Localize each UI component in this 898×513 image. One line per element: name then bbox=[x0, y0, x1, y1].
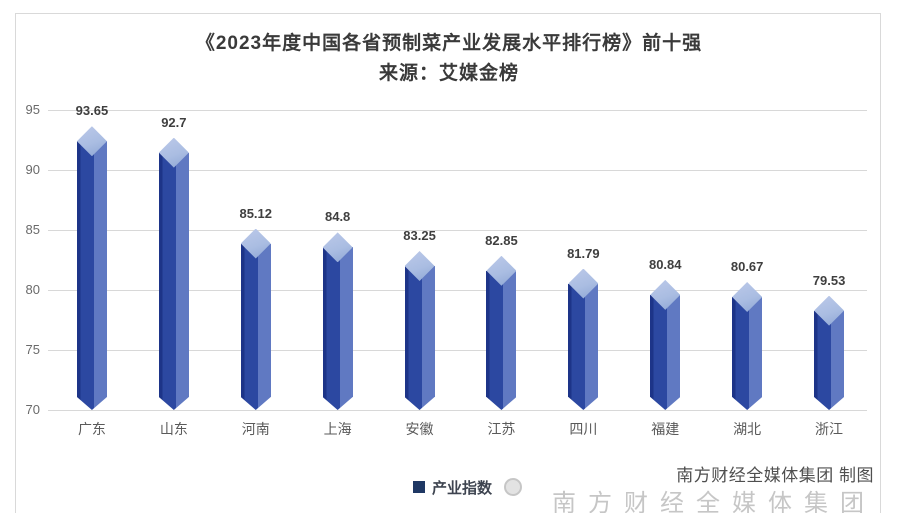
watermark-logo-icon bbox=[504, 478, 522, 496]
category-label: 安徽 bbox=[405, 421, 434, 437]
bar-body bbox=[732, 296, 763, 397]
bar-bottom-tip bbox=[568, 396, 599, 410]
gridline bbox=[48, 349, 867, 351]
category-label: 山东 bbox=[159, 421, 188, 437]
category-label: 浙江 bbox=[815, 421, 844, 437]
y-tick-label: 70 bbox=[25, 402, 40, 417]
bar-body bbox=[322, 247, 353, 397]
category-label: 湖北 bbox=[733, 421, 762, 437]
legend-label: 产业指数 bbox=[432, 479, 493, 497]
bar-bottom-tip bbox=[650, 396, 681, 410]
attribution-text: 南方财经全媒体集团 制图 bbox=[676, 466, 874, 485]
gridline bbox=[48, 169, 867, 171]
gridline bbox=[48, 109, 867, 111]
bar bbox=[76, 126, 107, 410]
bar-bottom-tip bbox=[732, 396, 763, 410]
category-label: 福建 bbox=[651, 421, 680, 437]
value-label: 83.25 bbox=[403, 228, 436, 243]
chart-title: 《2023年度中国各省预制菜产业发展水平排行榜》前十强 bbox=[195, 33, 703, 54]
category-label: 四川 bbox=[569, 421, 598, 437]
bar-bottom-tip bbox=[404, 397, 435, 410]
value-label: 81.79 bbox=[567, 245, 600, 261]
bar-bottom-tip bbox=[76, 396, 107, 410]
bar-bottom-tip bbox=[486, 396, 517, 410]
bar bbox=[240, 228, 271, 410]
category-label: 上海 bbox=[323, 421, 352, 437]
value-label: 92.7 bbox=[161, 114, 187, 130]
legend-swatch-icon bbox=[413, 481, 425, 493]
bar bbox=[486, 255, 517, 410]
legend: 产业指数 bbox=[413, 477, 492, 497]
y-tick-label: 90 bbox=[25, 162, 40, 177]
bar-body bbox=[650, 294, 681, 397]
bar-bottom-tip bbox=[814, 396, 845, 410]
value-label: 80.67 bbox=[730, 258, 764, 274]
y-tick-label: 85 bbox=[25, 222, 40, 237]
bar-bottom-tip bbox=[240, 396, 271, 410]
gridline bbox=[48, 409, 867, 411]
value-label: 79.53 bbox=[812, 272, 846, 288]
gridline bbox=[48, 229, 867, 231]
bar bbox=[404, 251, 435, 410]
y-tick-label: 80 bbox=[25, 282, 40, 297]
bar-body bbox=[404, 266, 435, 397]
gridline bbox=[48, 289, 867, 291]
bar bbox=[732, 281, 763, 410]
bar-body bbox=[76, 141, 107, 397]
y-tick-label: 75 bbox=[25, 342, 40, 357]
bar bbox=[568, 268, 599, 410]
y-tick-label: 95 bbox=[25, 102, 40, 117]
category-label: 广东 bbox=[77, 421, 106, 437]
bar bbox=[650, 279, 681, 410]
value-label: 84.8 bbox=[324, 209, 351, 225]
value-label: 82.85 bbox=[485, 232, 518, 248]
bar bbox=[814, 295, 845, 410]
bar-body bbox=[568, 283, 599, 397]
value-label: 93.65 bbox=[75, 103, 109, 119]
chart-subtitle: 来源：艾媒金榜 bbox=[378, 63, 519, 84]
bar bbox=[158, 137, 189, 410]
category-label: 江苏 bbox=[487, 421, 516, 437]
watermark-text: 南方财经全媒体集团 bbox=[552, 490, 876, 513]
bar-body bbox=[158, 152, 189, 397]
category-label: 河南 bbox=[241, 421, 270, 437]
bar-bottom-tip bbox=[158, 396, 189, 410]
bar-body bbox=[486, 270, 517, 397]
bar bbox=[322, 232, 353, 410]
bar-bottom-tip bbox=[322, 396, 353, 410]
value-label: 85.12 bbox=[239, 205, 273, 221]
value-label: 80.84 bbox=[648, 256, 682, 272]
bar-body bbox=[240, 243, 271, 397]
